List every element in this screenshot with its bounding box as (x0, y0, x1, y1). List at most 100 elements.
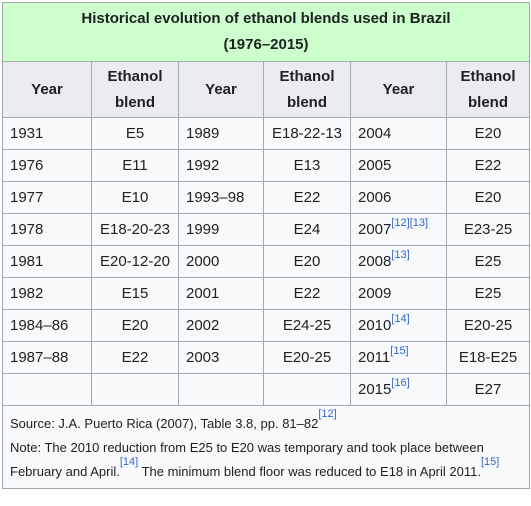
year-cell-text: 1989 (186, 125, 220, 142)
blend-cell-text: E11 (122, 157, 148, 174)
ref-link[interactable]: [14] (391, 313, 410, 325)
blend-cell: E15 (91, 277, 179, 310)
year-cell-text: 1977 (10, 189, 44, 206)
blend-cell: E20-25 (263, 341, 351, 374)
blend-cell: E20 (91, 309, 179, 342)
blend-cell-text: E22 (474, 157, 502, 174)
year-cell-text: 2015 (358, 381, 392, 398)
year-cell: 1977 (2, 181, 92, 214)
year-cell: 2008[13] (350, 245, 447, 278)
year-cell-text: 1993–98 (186, 189, 245, 206)
blend-cell (91, 373, 179, 406)
year-cell-text: 1992 (186, 157, 220, 174)
blend-cell: E18-22-13 (263, 117, 351, 150)
year-cell (178, 373, 264, 406)
blend-cell: E18-20-23 (91, 213, 179, 246)
blend-cell-text: E20 (474, 125, 502, 142)
year-cell: 2005 (350, 149, 447, 182)
table-footer: Source: J.A. Puerto Rica (2007), Table 3… (2, 405, 530, 489)
blend-cell-text: E5 (125, 125, 145, 142)
footer-cell: Source: J.A. Puerto Rica (2007), Table 3… (2, 405, 530, 489)
year-cell-text: 1999 (186, 221, 220, 238)
ref-link[interactable]: [16] (391, 377, 410, 389)
year-cell-text: 2011 (358, 349, 391, 366)
blend-cell: E22 (91, 341, 179, 374)
blend-cell-text: E27 (474, 381, 502, 398)
year-cell-text: 1981 (10, 253, 44, 270)
source-ref-link[interactable]: [12] (318, 408, 337, 420)
ref-link[interactable]: [13] (391, 249, 410, 261)
year-cell: 2015[16] (350, 373, 447, 406)
table-row: 2015[16] E27 (2, 373, 530, 406)
table-row: 1984–86 E20 2002 E24-25 2010[14] E20-25 (2, 309, 530, 342)
blend-cell-text: E22 (293, 189, 321, 206)
header-blend-3: Ethanol blend (446, 61, 530, 118)
year-cell: 1976 (2, 149, 92, 182)
table-caption: Historical evolution of ethanol blends u… (2, 2, 530, 62)
year-cell-text: 2007 (358, 221, 392, 238)
table-row: 1982 E15 2001 E22 2009 E25 (2, 277, 530, 310)
note-text-1: Note: The 2010 reduction from E25 to E20… (10, 440, 484, 479)
year-cell: 2007[12][13] (350, 213, 447, 246)
note-ref-link-2[interactable]: [15] (480, 456, 500, 468)
year-cell: 1978 (2, 213, 92, 246)
blend-note: Note: The 2010 reduction from E25 to E20… (10, 436, 522, 484)
blend-cell: E5 (91, 117, 179, 150)
year-cell-text: 2002 (186, 317, 220, 334)
blend-cell: E25 (446, 277, 530, 310)
year-cell: 2009 (350, 277, 447, 310)
blend-cell: E22 (446, 149, 530, 182)
year-cell-text: 2001 (186, 285, 220, 302)
year-cell: 1987–88 (2, 341, 92, 374)
year-cell-text: 1931 (10, 125, 44, 142)
year-cell: 1989 (178, 117, 264, 150)
blend-cell: E27 (446, 373, 530, 406)
header-year-2: Year (178, 61, 264, 118)
year-cell: 1999 (178, 213, 264, 246)
year-cell-text: 1982 (10, 285, 44, 302)
year-cell: 2001 (178, 277, 264, 310)
blend-cell-text: E20-25 (282, 349, 332, 366)
year-cell-text: 2000 (186, 253, 220, 270)
note-ref-link-1[interactable]: [14] (119, 456, 139, 468)
ref-link[interactable]: [12][13] (391, 217, 429, 229)
year-cell: 1931 (2, 117, 92, 150)
year-cell: 2002 (178, 309, 264, 342)
year-cell-text: 2003 (186, 349, 220, 366)
blend-cell: E22 (263, 277, 351, 310)
header-year-3: Year (350, 61, 447, 118)
year-cell-text: 2010 (358, 317, 392, 334)
blend-cell: E23-25 (446, 213, 530, 246)
header-blend-2: Ethanol blend (263, 61, 351, 118)
blend-cell-text: E18-20-23 (99, 221, 171, 238)
year-cell: 1981 (2, 245, 92, 278)
blend-cell-text: E25 (474, 253, 502, 270)
blend-cell: E18-E25 (446, 341, 530, 374)
year-cell: 2011[15] (350, 341, 447, 374)
table-row: 1978 E18-20-23 1999 E24 2007[12][13] E23-25 (2, 213, 530, 246)
year-cell (2, 373, 92, 406)
blend-cell: E20-25 (446, 309, 530, 342)
blend-cell-text: E23-25 (463, 221, 513, 238)
year-cell: 1982 (2, 277, 92, 310)
year-cell-text: 2004 (358, 125, 392, 142)
blend-cell: E13 (263, 149, 351, 182)
blend-cell-text: E20-12-20 (99, 253, 171, 270)
blend-cell: E11 (91, 149, 179, 182)
source-note: Source: J.A. Puerto Rica (2007), Table 3… (10, 409, 522, 436)
blend-cell-text: E10 (121, 189, 149, 206)
table-row: 1931 E5 1989 E18-22-13 2004 E20 (2, 117, 530, 150)
year-cell-text: 1976 (10, 157, 44, 174)
header-row: Year Ethanol blend Year Ethanol blend Ye… (2, 61, 530, 118)
caption-line-2: (1976–2015) (223, 36, 309, 53)
blend-cell-text: E25 (474, 285, 502, 302)
blend-cell: E20 (446, 181, 530, 214)
blend-cell-text: E15 (121, 285, 149, 302)
blend-cell: E22 (263, 181, 351, 214)
table-row: 1987–88 E22 2003 E20-25 2011[15] E18-E25 (2, 341, 530, 374)
year-cell: 1993–98 (178, 181, 264, 214)
ref-link[interactable]: [15] (390, 345, 409, 357)
header-blend-1: Ethanol blend (91, 61, 179, 118)
year-cell-text: 2008 (358, 253, 392, 270)
blend-cell: E20 (263, 245, 351, 278)
